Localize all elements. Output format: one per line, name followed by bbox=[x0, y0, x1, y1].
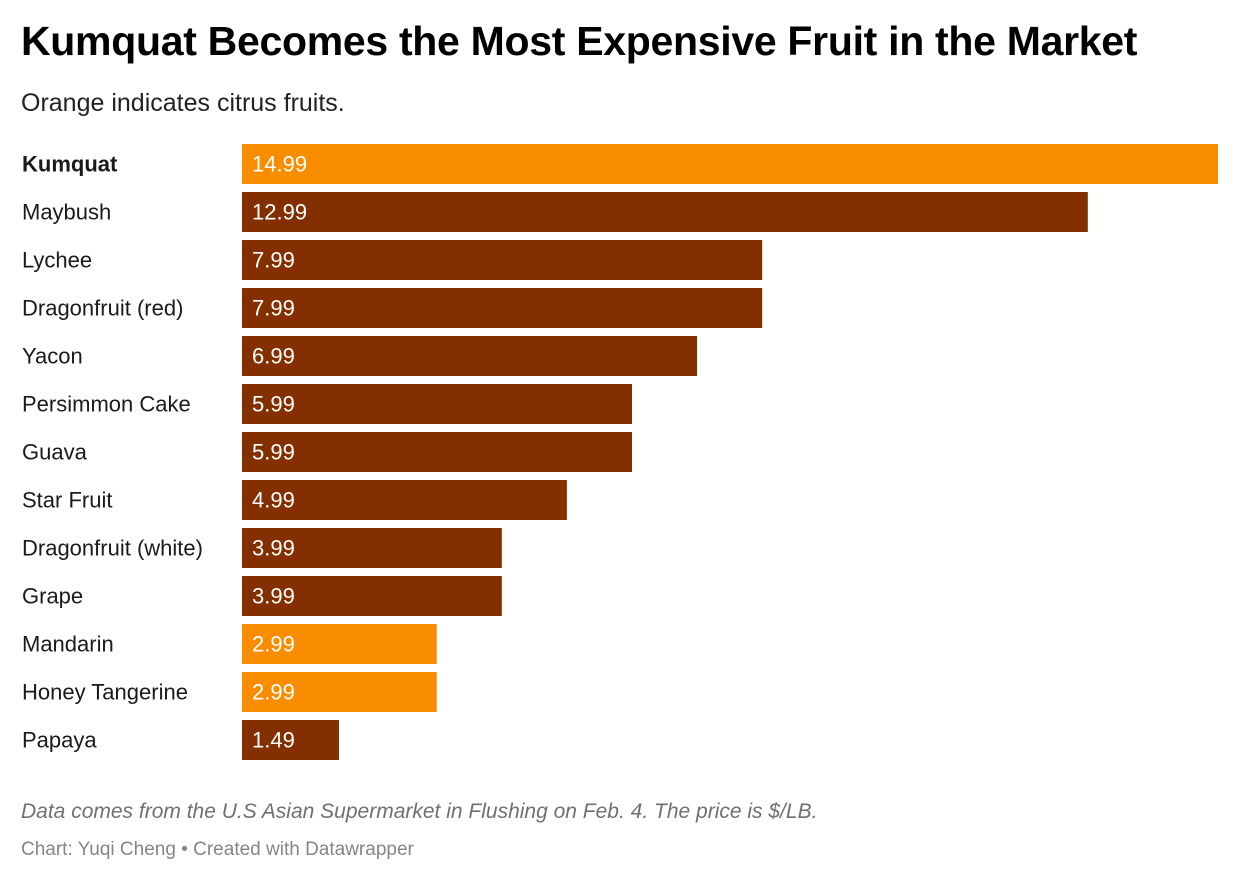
category-label-honey-tangerine: Honey Tangerine bbox=[22, 680, 188, 705]
bar-guava bbox=[242, 432, 632, 472]
value-label-persimmon-cake: 5.99 bbox=[252, 392, 295, 417]
category-label-dragonfruit-red: Dragonfruit (red) bbox=[22, 296, 183, 321]
category-label-guava: Guava bbox=[22, 440, 88, 465]
category-label-maybush: Maybush bbox=[22, 200, 111, 225]
chart-subtitle: Orange indicates citrus fruits. bbox=[21, 89, 345, 117]
category-label-grape: Grape bbox=[22, 584, 83, 609]
value-label-grape: 3.99 bbox=[252, 584, 295, 609]
chart-title: Kumquat Becomes the Most Expensive Fruit… bbox=[21, 18, 1138, 64]
category-label-persimmon-cake: Persimmon Cake bbox=[22, 392, 191, 417]
value-label-papaya: 1.49 bbox=[252, 728, 295, 753]
bar-lychee bbox=[242, 240, 763, 280]
value-label-kumquat: 14.99 bbox=[252, 152, 307, 177]
category-label-lychee: Lychee bbox=[22, 248, 92, 273]
category-label-yacon: Yacon bbox=[22, 344, 83, 369]
bar-grape bbox=[242, 576, 502, 616]
bar-maybush bbox=[242, 192, 1088, 232]
bar-star-fruit bbox=[242, 480, 567, 520]
value-label-dragonfruit-white: 3.99 bbox=[252, 536, 295, 561]
value-label-honey-tangerine: 2.99 bbox=[252, 680, 295, 705]
value-label-lychee: 7.99 bbox=[252, 248, 295, 273]
chart-notes: Data comes from the U.S Asian Supermarke… bbox=[21, 800, 818, 823]
bar-dragonfruit-red bbox=[242, 288, 763, 328]
chart-byline: Chart: Yuqi Cheng • Created with Datawra… bbox=[21, 839, 414, 860]
value-label-dragonfruit-red: 7.99 bbox=[252, 296, 295, 321]
value-label-yacon: 6.99 bbox=[252, 344, 295, 369]
bar-yacon bbox=[242, 336, 698, 376]
bar-honey-tangerine bbox=[242, 672, 437, 712]
bar-mandarin bbox=[242, 624, 437, 664]
category-label-dragonfruit-white: Dragonfruit (white) bbox=[22, 536, 203, 561]
value-label-mandarin: 2.99 bbox=[252, 632, 295, 657]
bar-papaya bbox=[242, 720, 339, 760]
bar-kumquat bbox=[242, 144, 1218, 184]
category-label-mandarin: Mandarin bbox=[22, 632, 114, 657]
category-label-papaya: Papaya bbox=[22, 728, 97, 753]
bar-persimmon-cake bbox=[242, 384, 632, 424]
value-label-maybush: 12.99 bbox=[252, 200, 307, 225]
category-label-star-fruit: Star Fruit bbox=[22, 488, 112, 513]
value-label-guava: 5.99 bbox=[252, 440, 295, 465]
value-label-star-fruit: 4.99 bbox=[252, 488, 295, 513]
bar-dragonfruit-white bbox=[242, 528, 502, 568]
category-label-kumquat: Kumquat bbox=[22, 152, 118, 177]
